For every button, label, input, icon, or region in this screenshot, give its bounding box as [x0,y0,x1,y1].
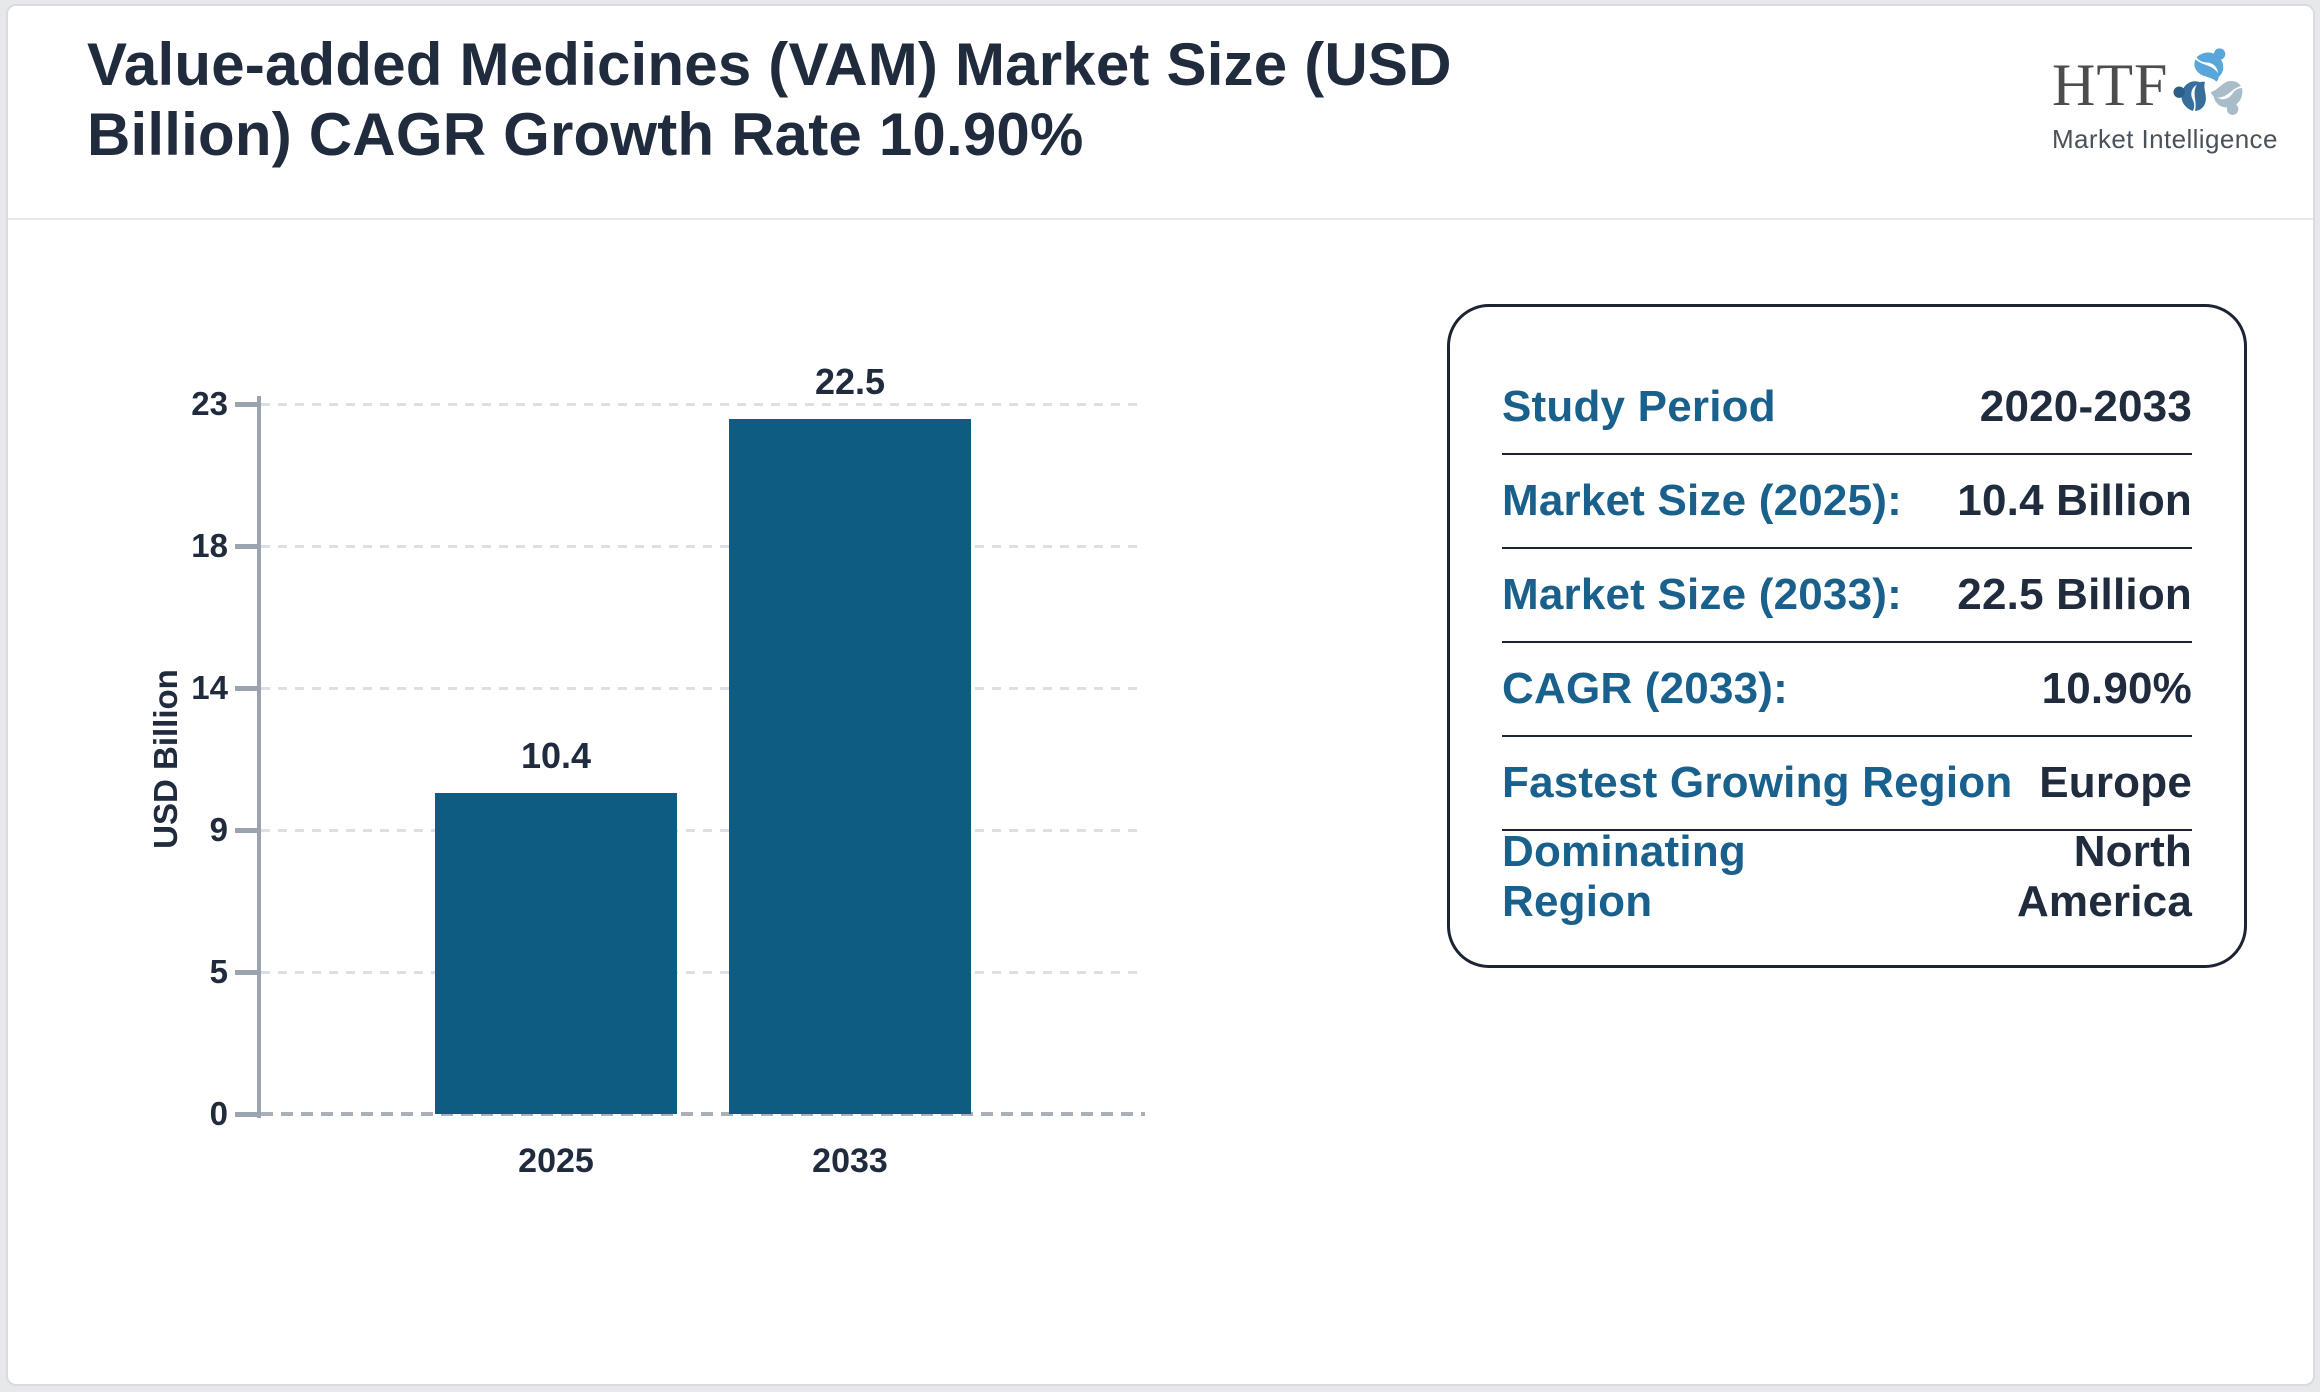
info-row: CAGR (2033): 10.90% [1502,643,2192,737]
y-axis-tick [235,1112,257,1117]
gridline [261,971,1145,974]
info-row-label: Study Period [1502,382,1776,431]
swirl-people-icon [2173,48,2243,115]
info-row-value: 22.5 Billion [1957,570,2192,619]
x-axis-baseline [261,1112,1145,1116]
bar-2025 [435,793,677,1114]
info-row-value: North America [2016,827,2192,926]
info-row: Fastest Growing Region Europe [1502,737,2192,831]
x-tick-label: 2025 [518,1142,594,1180]
info-row-label: Fastest Growing Region [1502,758,2013,807]
bar-2033 [729,419,971,1114]
y-tick-label: 9 [209,811,228,848]
bar-value-label: 22.5 [814,361,886,402]
y-tick-label: 0 [209,1095,228,1132]
header: Value-added Medicines (VAM) Market Size … [8,6,2313,220]
y-tick-label: 5 [209,953,228,990]
htf-logo-top: HTF [2052,40,2252,124]
report-card: Value-added Medicines (VAM) Market Size … [6,4,2315,1386]
page-title-line2: Billion) CAGR Growth Rate 10.90% [87,101,1084,168]
info-row-label: Market Size (2025): [1502,476,1902,525]
y-tick-label: 18 [191,527,228,564]
page-title: Value-added Medicines (VAM) Market Size … [87,30,1452,170]
gridline [261,403,1145,406]
bar-value-label: 10.4 [520,735,592,776]
info-panel: Study Period 2020-2033 Market Size (2025):… [1447,304,2247,968]
y-axis-line [257,396,261,1118]
info-row-value: 10.90% [2041,664,2192,713]
x-tick-label: 2033 [812,1142,888,1180]
y-axis-tick [235,686,257,691]
info-row-value: 2020-2033 [1979,382,2192,431]
info-row-label: Dominating Region [1502,827,1746,926]
y-axis-tick [235,828,257,833]
gridline [261,829,1145,832]
y-axis-tick [235,402,257,407]
info-row-value: Europe [2039,758,2192,807]
htf-logo: HTF [2052,40,2278,155]
info-row: Market Size (2033): 22.5 Billion [1502,549,2192,643]
info-row: Study Period 2020-2033 [1502,361,2192,455]
page-title-line1: Value-added Medicines (VAM) Market Size … [87,31,1452,98]
htf-logo-text: HTF [2052,52,2169,118]
y-tick-label: 14 [191,669,228,706]
bar-chart: USD Billion 0 5 9 14 18 23 10.4 2025 22.5 2033 [147,361,1145,1180]
gridline [261,545,1145,548]
gridline [261,687,1145,690]
y-axis-title: USD Billion [147,669,184,849]
info-row-label: CAGR (2033): [1502,664,1789,713]
info-row: Dominating Region North America [1502,827,2192,926]
y-axis-tick [235,544,257,549]
y-tick-label: 23 [191,385,228,422]
info-row: Market Size (2025): 10.4 Billion [1502,455,2192,549]
y-axis-tick [235,970,257,975]
htf-logo-tagline: Market Intelligence [2052,124,2278,154]
info-row-value: 10.4 Billion [1957,476,2192,525]
info-row-label: Market Size (2033): [1502,570,1902,619]
